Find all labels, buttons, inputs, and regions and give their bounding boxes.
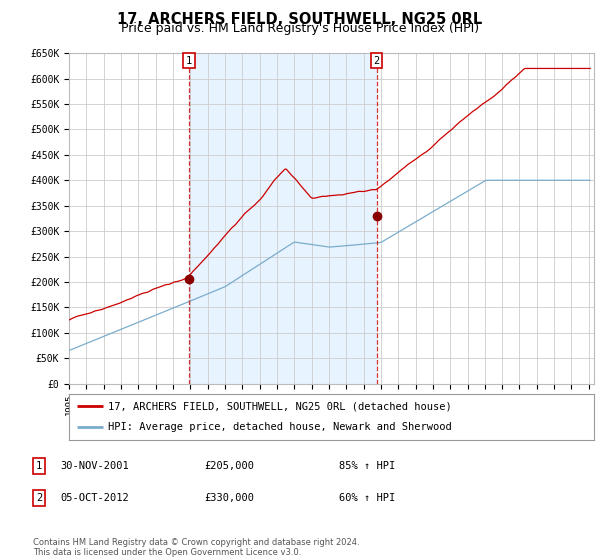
Text: 05-OCT-2012: 05-OCT-2012 <box>60 493 129 503</box>
Text: Price paid vs. HM Land Registry's House Price Index (HPI): Price paid vs. HM Land Registry's House … <box>121 22 479 35</box>
Text: 1: 1 <box>186 56 192 66</box>
Bar <box>189 53 377 384</box>
Text: £205,000: £205,000 <box>204 461 254 471</box>
Text: 60% ↑ HPI: 60% ↑ HPI <box>339 493 395 503</box>
Text: £330,000: £330,000 <box>204 493 254 503</box>
Text: 2: 2 <box>36 493 42 503</box>
Text: HPI: Average price, detached house, Newark and Sherwood: HPI: Average price, detached house, Newa… <box>109 422 452 432</box>
Text: 17, ARCHERS FIELD, SOUTHWELL, NG25 0RL: 17, ARCHERS FIELD, SOUTHWELL, NG25 0RL <box>118 12 482 27</box>
Text: 17, ARCHERS FIELD, SOUTHWELL, NG25 0RL (detached house): 17, ARCHERS FIELD, SOUTHWELL, NG25 0RL (… <box>109 401 452 411</box>
Text: Contains HM Land Registry data © Crown copyright and database right 2024.
This d: Contains HM Land Registry data © Crown c… <box>33 538 359 557</box>
Text: 30-NOV-2001: 30-NOV-2001 <box>60 461 129 471</box>
Text: 2: 2 <box>373 56 380 66</box>
Text: 85% ↑ HPI: 85% ↑ HPI <box>339 461 395 471</box>
Text: 1: 1 <box>36 461 42 471</box>
